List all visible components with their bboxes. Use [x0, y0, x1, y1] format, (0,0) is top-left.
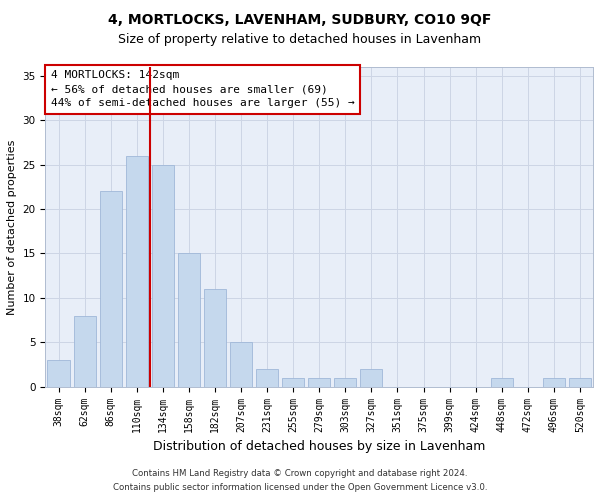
Bar [491, 378, 513, 387]
Text: 4, MORTLOCKS, LAVENHAM, SUDBURY, CO10 9QF: 4, MORTLOCKS, LAVENHAM, SUDBURY, CO10 9Q… [109, 12, 491, 26]
Y-axis label: Number of detached properties: Number of detached properties [7, 139, 17, 314]
Text: Contains HM Land Registry data © Crown copyright and database right 2024.: Contains HM Land Registry data © Crown c… [132, 468, 468, 477]
Bar [543, 378, 565, 387]
Bar [100, 192, 122, 387]
X-axis label: Distribution of detached houses by size in Lavenham: Distribution of detached houses by size … [153, 440, 485, 453]
Bar [178, 254, 200, 387]
Bar [125, 156, 148, 387]
Bar [74, 316, 95, 387]
Bar [361, 369, 382, 387]
Text: 4 MORTLOCKS: 142sqm
← 56% of detached houses are smaller (69)
44% of semi-detach: 4 MORTLOCKS: 142sqm ← 56% of detached ho… [51, 70, 355, 108]
Bar [308, 378, 331, 387]
Bar [204, 289, 226, 387]
Bar [569, 378, 591, 387]
Bar [256, 369, 278, 387]
Text: Contains public sector information licensed under the Open Government Licence v3: Contains public sector information licen… [113, 484, 487, 492]
Bar [47, 360, 70, 387]
Bar [282, 378, 304, 387]
Bar [334, 378, 356, 387]
Bar [152, 164, 174, 387]
Bar [230, 342, 252, 387]
Text: Size of property relative to detached houses in Lavenham: Size of property relative to detached ho… [118, 32, 482, 46]
